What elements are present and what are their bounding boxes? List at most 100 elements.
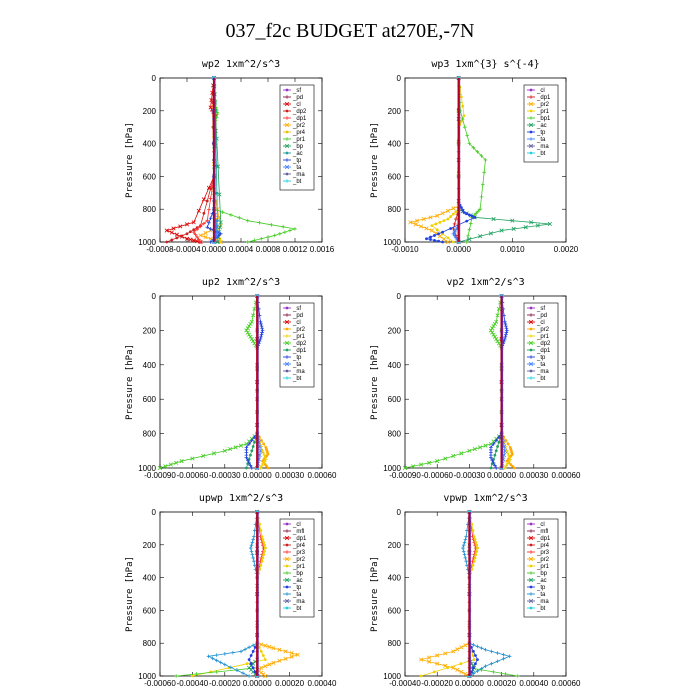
y-tick-label: 400 bbox=[388, 574, 402, 583]
y-tick-label: 0 bbox=[397, 292, 402, 301]
data-point bbox=[465, 563, 469, 568]
panel-title: up2 1xm^2/s^3 bbox=[202, 277, 280, 288]
data-point bbox=[251, 643, 255, 648]
data-point bbox=[434, 222, 438, 226]
data-point bbox=[259, 650, 263, 653]
data-point bbox=[446, 217, 450, 221]
data-point bbox=[471, 643, 476, 647]
legend-label: _bp1 bbox=[536, 116, 551, 122]
data-point bbox=[249, 453, 252, 457]
legend-label: _dp2 bbox=[292, 109, 307, 115]
data-point bbox=[174, 460, 179, 465]
data-point bbox=[476, 658, 479, 661]
y-tick-label: 1000 bbox=[138, 238, 156, 247]
data-point bbox=[203, 230, 208, 236]
data-point bbox=[198, 224, 203, 229]
data-point bbox=[252, 534, 256, 539]
legend-marker bbox=[529, 109, 533, 113]
data-point bbox=[471, 145, 476, 150]
legend-marker bbox=[528, 556, 534, 562]
plot-frame bbox=[159, 511, 323, 677]
data-point bbox=[180, 234, 184, 238]
data-point bbox=[459, 451, 464, 456]
legend-label: _dp1 bbox=[292, 536, 307, 542]
data-point bbox=[231, 650, 235, 655]
series-cl bbox=[164, 75, 219, 245]
data-point bbox=[208, 216, 213, 221]
data-point bbox=[493, 463, 497, 468]
y-tick-label: 200 bbox=[388, 541, 402, 550]
data-point bbox=[247, 324, 252, 329]
data-point bbox=[195, 239, 200, 244]
data-point bbox=[179, 459, 184, 464]
data-point bbox=[214, 164, 218, 168]
data-point bbox=[505, 461, 510, 466]
data-point bbox=[464, 240, 469, 244]
data-point bbox=[229, 213, 233, 217]
data-point bbox=[293, 227, 297, 231]
data-point bbox=[165, 240, 169, 244]
data-point bbox=[503, 322, 508, 326]
data-point bbox=[258, 522, 262, 526]
data-point bbox=[471, 563, 475, 567]
data-point bbox=[491, 670, 496, 674]
data-point bbox=[441, 237, 446, 242]
data-point bbox=[474, 540, 478, 544]
data-point bbox=[445, 239, 451, 245]
data-point bbox=[239, 649, 243, 654]
legend-marker bbox=[528, 535, 534, 541]
data-point bbox=[449, 215, 453, 218]
legend-label: _pr4 bbox=[292, 130, 306, 136]
legend-label: _ma bbox=[292, 369, 305, 375]
data-point bbox=[233, 445, 238, 450]
legend-label: _dp1 bbox=[292, 348, 307, 354]
data-point bbox=[471, 654, 475, 657]
data-point bbox=[459, 95, 463, 99]
data-point bbox=[207, 207, 211, 212]
data-point bbox=[547, 221, 552, 227]
data-point bbox=[248, 463, 253, 468]
data-point bbox=[505, 328, 509, 333]
data-point bbox=[247, 645, 251, 650]
data-point bbox=[194, 672, 199, 676]
data-point bbox=[261, 654, 265, 657]
data-point bbox=[462, 211, 466, 214]
data-point bbox=[259, 529, 263, 532]
data-point bbox=[462, 114, 466, 118]
x-tick-label: 0.0016 bbox=[310, 245, 335, 254]
series-line bbox=[404, 295, 502, 469]
data-point bbox=[260, 559, 264, 563]
data-point bbox=[427, 659, 432, 664]
legend-label: _bp bbox=[292, 571, 304, 577]
data-point bbox=[251, 313, 256, 318]
data-point bbox=[491, 332, 496, 337]
data-point bbox=[191, 230, 196, 234]
data-point bbox=[247, 658, 251, 661]
data-point bbox=[263, 673, 268, 679]
data-point bbox=[259, 464, 264, 468]
data-point bbox=[283, 649, 288, 654]
data-point bbox=[495, 651, 500, 655]
legend-marker bbox=[285, 355, 289, 359]
data-point bbox=[489, 455, 493, 460]
data-point bbox=[429, 228, 434, 233]
legend-marker bbox=[285, 585, 289, 589]
data-point bbox=[441, 230, 444, 234]
data-point bbox=[461, 546, 465, 550]
data-point bbox=[258, 337, 263, 341]
legend-label: _sf bbox=[292, 306, 301, 312]
data-point bbox=[192, 228, 196, 232]
x-tick-label: 0.00000 bbox=[243, 679, 272, 688]
data-point bbox=[472, 559, 476, 563]
data-point bbox=[451, 240, 455, 244]
data-point bbox=[472, 650, 475, 653]
data-point bbox=[459, 120, 463, 123]
legend-marker bbox=[284, 101, 290, 107]
legend-box bbox=[523, 302, 559, 388]
data-point bbox=[250, 449, 254, 453]
data-point bbox=[503, 335, 508, 339]
data-point bbox=[494, 319, 499, 324]
data-point bbox=[235, 668, 239, 673]
data-point bbox=[506, 453, 511, 457]
data-point bbox=[193, 232, 198, 237]
